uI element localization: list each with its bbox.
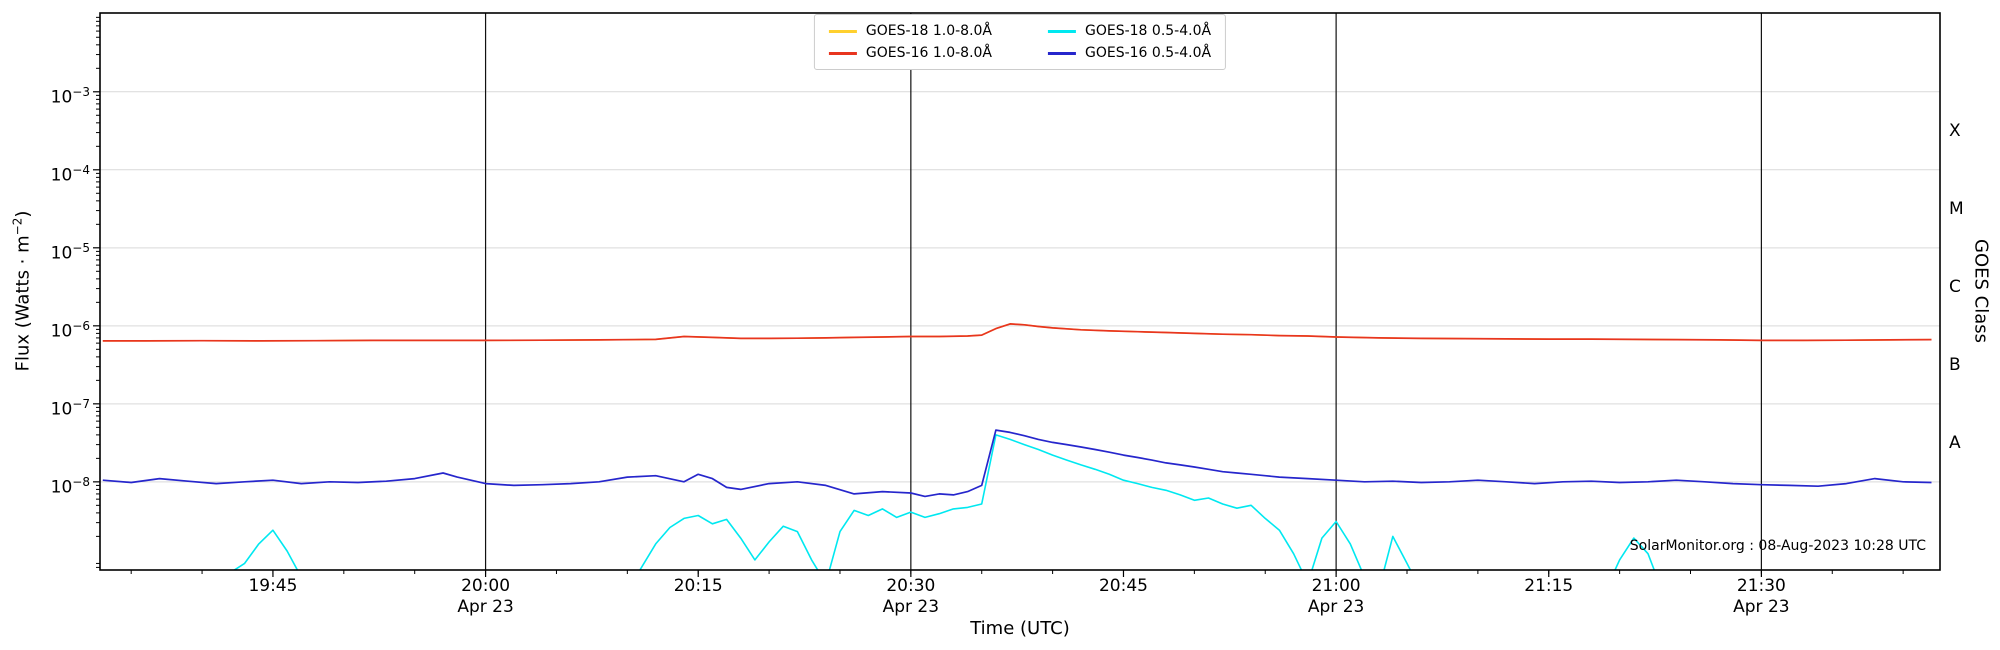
series-line	[232, 434, 1656, 570]
x-axis-label: Time (UTC)	[970, 618, 1070, 639]
legend-item: GOES-16 1.0-8.0Å	[828, 45, 992, 61]
x-tick-time: 21:00	[1311, 576, 1361, 596]
y-tick-label: 10−6	[50, 318, 90, 342]
x-tick-label: 20:45	[1053, 576, 1193, 597]
x-tick-time: 21:30	[1736, 576, 1786, 596]
goes-class-letter: M	[1949, 198, 1964, 219]
legend-line-swatch	[828, 51, 857, 55]
x-tick-date: Apr 23	[1733, 597, 1790, 617]
legend-line-swatch	[1048, 51, 1076, 55]
x-tick-time: 20:15	[673, 576, 723, 596]
right-axis-label: GOES Class	[1970, 239, 1992, 343]
x-tick-time: 19:45	[248, 576, 298, 596]
x-tick-label: 20:30 Apr 23	[841, 576, 981, 618]
series-line	[102, 429, 1932, 498]
x-tick-time: 20:00	[461, 576, 511, 596]
x-tick-label: 19:45	[203, 576, 343, 597]
legend-label: GOES-18 1.0-8.0Å	[865, 23, 992, 39]
goes-class-letter: X	[1949, 120, 1961, 141]
legend-line-swatch	[828, 29, 857, 33]
x-tick-time: 20:45	[1098, 576, 1148, 596]
y-tick-label: 10−5	[50, 240, 90, 264]
y-tick-label: 10−4	[50, 162, 90, 186]
legend: GOES-18 1.0-8.0Å GOES-16 1.0-8.0Å GOES-18 …	[813, 14, 1227, 70]
y-tick-label: 10−8	[50, 474, 90, 498]
legend-line-swatch	[1048, 29, 1076, 33]
y-axis-label-exponent: −2	[10, 217, 25, 236]
x-tick-time: 21:15	[1524, 576, 1574, 596]
y-axis-label: Flux (Watts · m−2)	[11, 211, 34, 372]
goes-class-letter: C	[1949, 276, 1961, 297]
x-tick-label: 20:00 Apr 23	[416, 576, 556, 618]
legend-label: GOES-16 0.5-4.0Å	[1085, 45, 1212, 61]
x-tick-date: Apr 23	[882, 597, 940, 617]
x-tick-time: 20:30	[886, 576, 936, 596]
y-axis-label-close: )	[12, 210, 34, 218]
x-tick-date: Apr 23	[457, 597, 514, 617]
goes-class-letter: A	[1949, 432, 1961, 453]
x-tick-label: 20:15	[628, 576, 768, 597]
x-tick-label: 21:00 Apr 23	[1266, 576, 1406, 618]
goes-class-letter: B	[1949, 354, 1961, 375]
series-line	[102, 323, 1932, 342]
legend-label: GOES-18 0.5-4.0Å	[1085, 23, 1212, 39]
x-tick-date: Apr 23	[1307, 597, 1365, 617]
legend-item: GOES-16 0.5-4.0Å	[1048, 45, 1211, 61]
y-tick-label: 10−3	[50, 84, 90, 108]
solarmonitor-timestamp: SolarMonitor.org : 08-Aug-2023 10:28 UTC	[1629, 538, 1926, 554]
legend-label: GOES-16 1.0-8.0Å	[865, 45, 992, 61]
x-tick-label: 21:15	[1479, 576, 1619, 597]
legend-item: GOES-18 0.5-4.0Å	[1048, 23, 1211, 39]
y-axis-label-text: Flux (Watts · m	[12, 235, 34, 372]
legend-item: GOES-18 1.0-8.0Å	[828, 23, 992, 39]
y-tick-label: 10−7	[50, 396, 90, 420]
series-line	[102, 323, 1932, 342]
x-tick-label: 21:30 Apr 23	[1691, 576, 1831, 618]
